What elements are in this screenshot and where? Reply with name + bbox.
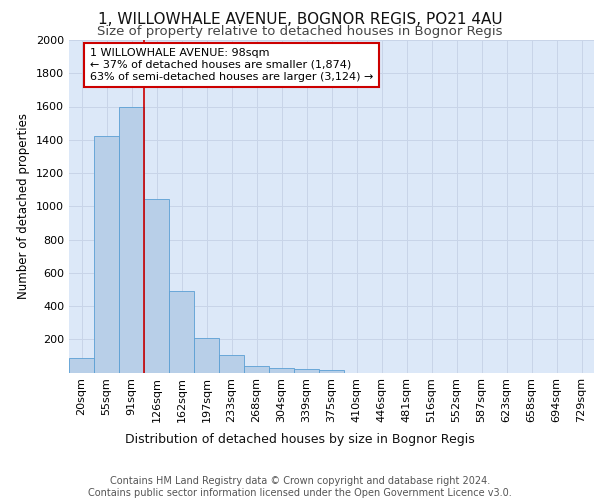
Bar <box>119 106 144 372</box>
Bar <box>69 358 94 372</box>
Bar <box>194 338 219 372</box>
Bar <box>294 369 319 372</box>
Text: Size of property relative to detached houses in Bognor Regis: Size of property relative to detached ho… <box>97 25 503 38</box>
Bar <box>269 368 294 372</box>
Text: Distribution of detached houses by size in Bognor Regis: Distribution of detached houses by size … <box>125 432 475 446</box>
Bar <box>169 291 194 372</box>
Bar <box>244 366 269 372</box>
Text: 1, WILLOWHALE AVENUE, BOGNOR REGIS, PO21 4AU: 1, WILLOWHALE AVENUE, BOGNOR REGIS, PO21… <box>98 12 502 28</box>
Bar <box>144 199 169 372</box>
Bar <box>94 136 119 372</box>
Y-axis label: Number of detached properties: Number of detached properties <box>17 114 31 299</box>
Bar <box>219 354 244 372</box>
Bar <box>319 370 344 372</box>
Text: Contains HM Land Registry data © Crown copyright and database right 2024.
Contai: Contains HM Land Registry data © Crown c… <box>88 476 512 498</box>
Text: 1 WILLOWHALE AVENUE: 98sqm
← 37% of detached houses are smaller (1,874)
63% of s: 1 WILLOWHALE AVENUE: 98sqm ← 37% of deta… <box>90 48 373 82</box>
